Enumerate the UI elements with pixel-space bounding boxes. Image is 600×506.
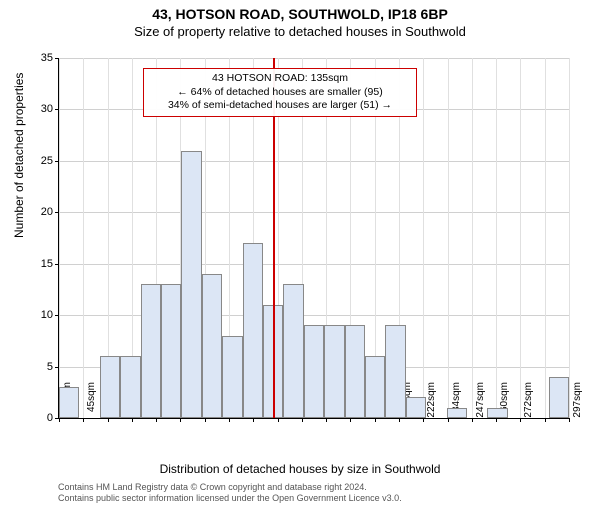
info-box: 43 HOTSON ROAD: 135sqm← 64% of detached … [143,68,417,117]
histogram-bar [222,336,242,418]
xtick-mark [399,418,400,422]
gridline-v [448,58,449,418]
gridline-v [59,58,60,418]
gridline-v [496,58,497,418]
ytick-label: 0 [23,412,53,424]
gridline-v [569,58,570,418]
histogram-bar [549,377,569,418]
gridline-v [423,58,424,418]
xtick-mark [180,418,181,422]
histogram-bar [447,408,467,418]
histogram-bar [181,151,201,418]
xtick-mark [83,418,84,422]
gridline-v [472,58,473,418]
footer-attribution: Contains HM Land Registry data © Crown c… [58,482,402,504]
xtick-label: 222sqm [426,382,437,422]
footer-line-2: Contains public sector information licen… [58,493,402,504]
xtick-mark [205,418,206,422]
info-box-line: 34% of semi-detached houses are larger (… [150,99,410,113]
gridline-v [545,58,546,418]
histogram-bar [100,356,120,418]
xtick-label: 297sqm [572,382,583,422]
xtick-mark [448,418,449,422]
histogram-bar [120,356,140,418]
xtick-mark [375,418,376,422]
xtick-label: 272sqm [523,382,534,422]
ytick-label: 10 [23,309,53,321]
ytick-label: 25 [23,155,53,167]
page-subtitle: Size of property relative to detached ho… [0,24,600,39]
info-box-line: ← 64% of detached houses are smaller (95… [150,86,410,100]
chart-container: 0510152025303532sqm45sqm57sqm70sqm83sqm9… [58,58,568,418]
ytick-label: 15 [23,258,53,270]
xtick-label: 247sqm [475,382,486,422]
xtick-mark [423,418,424,422]
histogram-bar [141,284,161,418]
histogram-bar [406,397,426,418]
gridline-h [59,212,569,213]
ytick-label: 30 [23,103,53,115]
gridline-h [59,58,569,59]
info-box-line: 43 HOTSON ROAD: 135sqm [150,72,410,86]
histogram-bar [324,325,344,418]
xtick-mark [156,418,157,422]
xtick-mark [253,418,254,422]
xtick-mark [545,418,546,422]
x-axis-label: Distribution of detached houses by size … [0,462,600,476]
xtick-mark [59,418,60,422]
xtick-label: 45sqm [86,382,97,422]
gridline-v [520,58,521,418]
ytick-label: 5 [23,361,53,373]
footer-line-1: Contains HM Land Registry data © Crown c… [58,482,402,493]
histogram-bar [283,284,303,418]
ytick-label: 35 [23,52,53,64]
histogram-bar [365,356,385,418]
histogram-bar [487,408,507,418]
gridline-h [59,264,569,265]
xtick-mark [472,418,473,422]
gridline-v [83,58,84,418]
ytick-label: 20 [23,206,53,218]
xtick-mark [350,418,351,422]
xtick-mark [108,418,109,422]
page-title: 43, HOTSON ROAD, SOUTHWOLD, IP18 6BP [0,6,600,22]
histogram-bar [345,325,365,418]
gridline-h [59,315,569,316]
xtick-mark [520,418,521,422]
y-axis-label: Number of detached properties [12,73,26,238]
histogram-bar [243,243,263,418]
xtick-mark [229,418,230,422]
xtick-mark [569,418,570,422]
histogram-bar [304,325,324,418]
xtick-mark [278,418,279,422]
histogram-bar [59,387,79,418]
xtick-mark [326,418,327,422]
histogram-bar [202,274,222,418]
plot-area: 0510152025303532sqm45sqm57sqm70sqm83sqm9… [58,58,569,419]
xtick-mark [302,418,303,422]
xtick-mark [496,418,497,422]
histogram-bar [161,284,181,418]
gridline-h [59,161,569,162]
histogram-bar [385,325,405,418]
xtick-mark [132,418,133,422]
